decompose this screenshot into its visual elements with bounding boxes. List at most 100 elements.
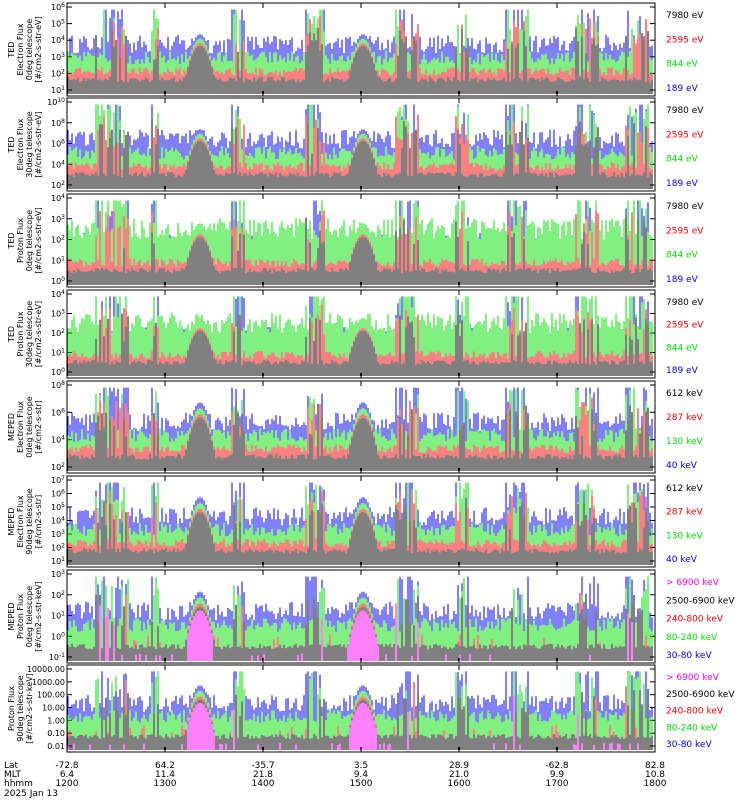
x-tick-mlt: 9.4: [354, 770, 369, 780]
y-axis-label: TED: [7, 232, 16, 249]
y-tick-label: 0.10: [47, 729, 65, 738]
legend-entry: 189 eV: [666, 84, 699, 94]
legend-entry: 7980 eV: [666, 11, 704, 21]
y-axis-label: Electron Flux: [16, 495, 25, 547]
panel-frame: [66, 289, 656, 379]
panel-frame: [66, 193, 656, 288]
panel-frame: [66, 97, 656, 192]
y-tick-label: 102: [51, 68, 65, 78]
y-tick-label: 103: [51, 309, 65, 319]
legend-entry: 287 keV: [666, 508, 703, 518]
x-tick-mlt: 21.8: [253, 770, 273, 780]
y-tick-label: 105: [51, 19, 65, 29]
y-tick-label: 108: [51, 380, 65, 390]
x-tick-mlt: 10.8: [645, 770, 665, 780]
y-tick-label: 1010: [47, 97, 65, 107]
y-tick-label: 102: [51, 180, 65, 190]
legend-entry: 2500-6900 keV: [666, 596, 735, 606]
legend-entry: 130 keV: [666, 437, 703, 447]
legend-entry: 844 eV: [666, 155, 699, 165]
y-tick-label: 100.00: [37, 691, 65, 700]
y-axis-label: [#/cm2-s-str-eV]: [34, 111, 43, 177]
y-tick-label: 102: [51, 543, 65, 553]
y-axis-label: [#/cm2-s-str-eV]: [34, 301, 43, 367]
series-trace: [67, 696, 639, 750]
y-axis-label: [#/cm2-s-str]: [34, 495, 43, 548]
y-tick-label: 106: [51, 139, 65, 149]
legend-entry: 2595 eV: [666, 35, 704, 45]
y-axis-label: [#/cm2-s-str-keV]: [34, 581, 43, 652]
y-axis-label: 0deg telescope: [25, 586, 34, 647]
legend-entry: 189 eV: [666, 275, 699, 285]
y-tick-label: 101: [51, 348, 65, 358]
series-trace: [67, 217, 653, 285]
y-tick-label: 100: [51, 631, 65, 641]
y-tick-label: 100: [51, 276, 65, 286]
y-tick-label: 10000.00: [27, 665, 65, 674]
y-tick-label: 1000.00: [32, 678, 65, 687]
x-tick-mlt: 21.0: [449, 770, 469, 780]
y-axis-label: [#/cm2-s-str-eV]: [34, 207, 43, 273]
legend-entry: 2500-6900 keV: [666, 690, 735, 700]
x-tick-lat: 3.5: [354, 761, 368, 771]
y-tick-label: 10.00: [42, 704, 65, 713]
series-trace: [67, 497, 653, 565]
x-row-label: Lat: [4, 761, 19, 771]
x-tick-lat: 28.9: [449, 761, 469, 771]
y-axis-label: Electron Flux: [16, 401, 25, 453]
y-axis-label: MEPED: [7, 603, 16, 631]
panel-4: 100 101 102 103 104 TED Proton Flux 30deg teles…: [7, 289, 704, 379]
x-tick-hhmm: 1200: [56, 779, 79, 789]
series-trace: [67, 27, 653, 94]
y-axis-label: 30deg telescope: [25, 111, 34, 178]
x-tick-hhmm: 1300: [154, 779, 177, 789]
y-tick-label: 103: [51, 214, 65, 224]
y-tick-label: 102: [51, 590, 65, 600]
legend-entry: > 6900 keV: [666, 673, 720, 683]
y-tick-label: 104: [51, 159, 65, 169]
y-axis-label: 30deg telescope: [25, 301, 34, 368]
series-trace: [67, 403, 653, 471]
legend-entry: 2595 eV: [666, 321, 704, 331]
y-axis-label: Electron Flux: [16, 23, 25, 75]
y-tick-label: 0.01: [47, 742, 65, 751]
x-tick-hhmm: 1800: [644, 779, 667, 789]
y-tick-label: 108: [51, 118, 65, 128]
y-tick-label: 102: [51, 328, 65, 338]
x-tick-lat: -62.8: [545, 761, 569, 771]
y-axis-label: Proton Flux: [16, 311, 25, 356]
y-tick-label: 101: [51, 611, 65, 621]
legend-entry: > 6900 keV: [666, 578, 720, 588]
y-tick-label: 101: [51, 85, 65, 95]
x-tick-hhmm: 1700: [546, 779, 569, 789]
y-tick-label: 104: [51, 193, 65, 203]
y-tick-label: 101: [51, 556, 65, 566]
legend-entry: 2595 eV: [666, 226, 704, 236]
y-axis-label: [#/cm2-s-str-eV]: [34, 16, 43, 82]
y-axis-label: TED: [7, 136, 16, 153]
y-axis-label: 90deg telescope: [25, 488, 34, 555]
x-row-label: hhmm: [4, 779, 33, 789]
panel-7: 10-1 100 101 102 103 MEPED Proton Flux 0deg tel…: [7, 569, 735, 664]
series-trace: [67, 313, 653, 376]
y-axis-label: Proton Flux: [7, 686, 16, 731]
legend-entry: 30-80 keV: [666, 740, 712, 750]
legend-entry: 40 keV: [666, 461, 698, 471]
panel-1: 101 102 103 104 105 106 TED Electron Flux 0deg t…: [7, 2, 704, 97]
x-tick-mlt: 9.9: [550, 770, 565, 780]
y-axis-label: MEPED: [7, 413, 16, 441]
y-axis-label: TED: [7, 41, 16, 58]
panel-6: 101 102 103 104 105 106 107 MEPED Electron Flux 9…: [7, 475, 703, 568]
y-axis-label: Electron Flux: [16, 118, 25, 170]
y-axis-label: 0deg telescope: [25, 396, 34, 457]
y-tick-label: 101: [51, 255, 65, 265]
legend-entry: 7980 eV: [666, 202, 704, 212]
y-tick-label: 105: [51, 502, 65, 512]
x-row-label: MLT: [4, 770, 22, 780]
legend-entry: 844 eV: [666, 251, 699, 261]
panel-frame: [66, 475, 656, 568]
panel-frame: [66, 2, 656, 97]
x-tick-mlt: 11.4: [155, 770, 175, 780]
legend-entry: 189 eV: [666, 366, 699, 376]
y-axis-label: [#/cm2-s-str]: [34, 400, 43, 453]
